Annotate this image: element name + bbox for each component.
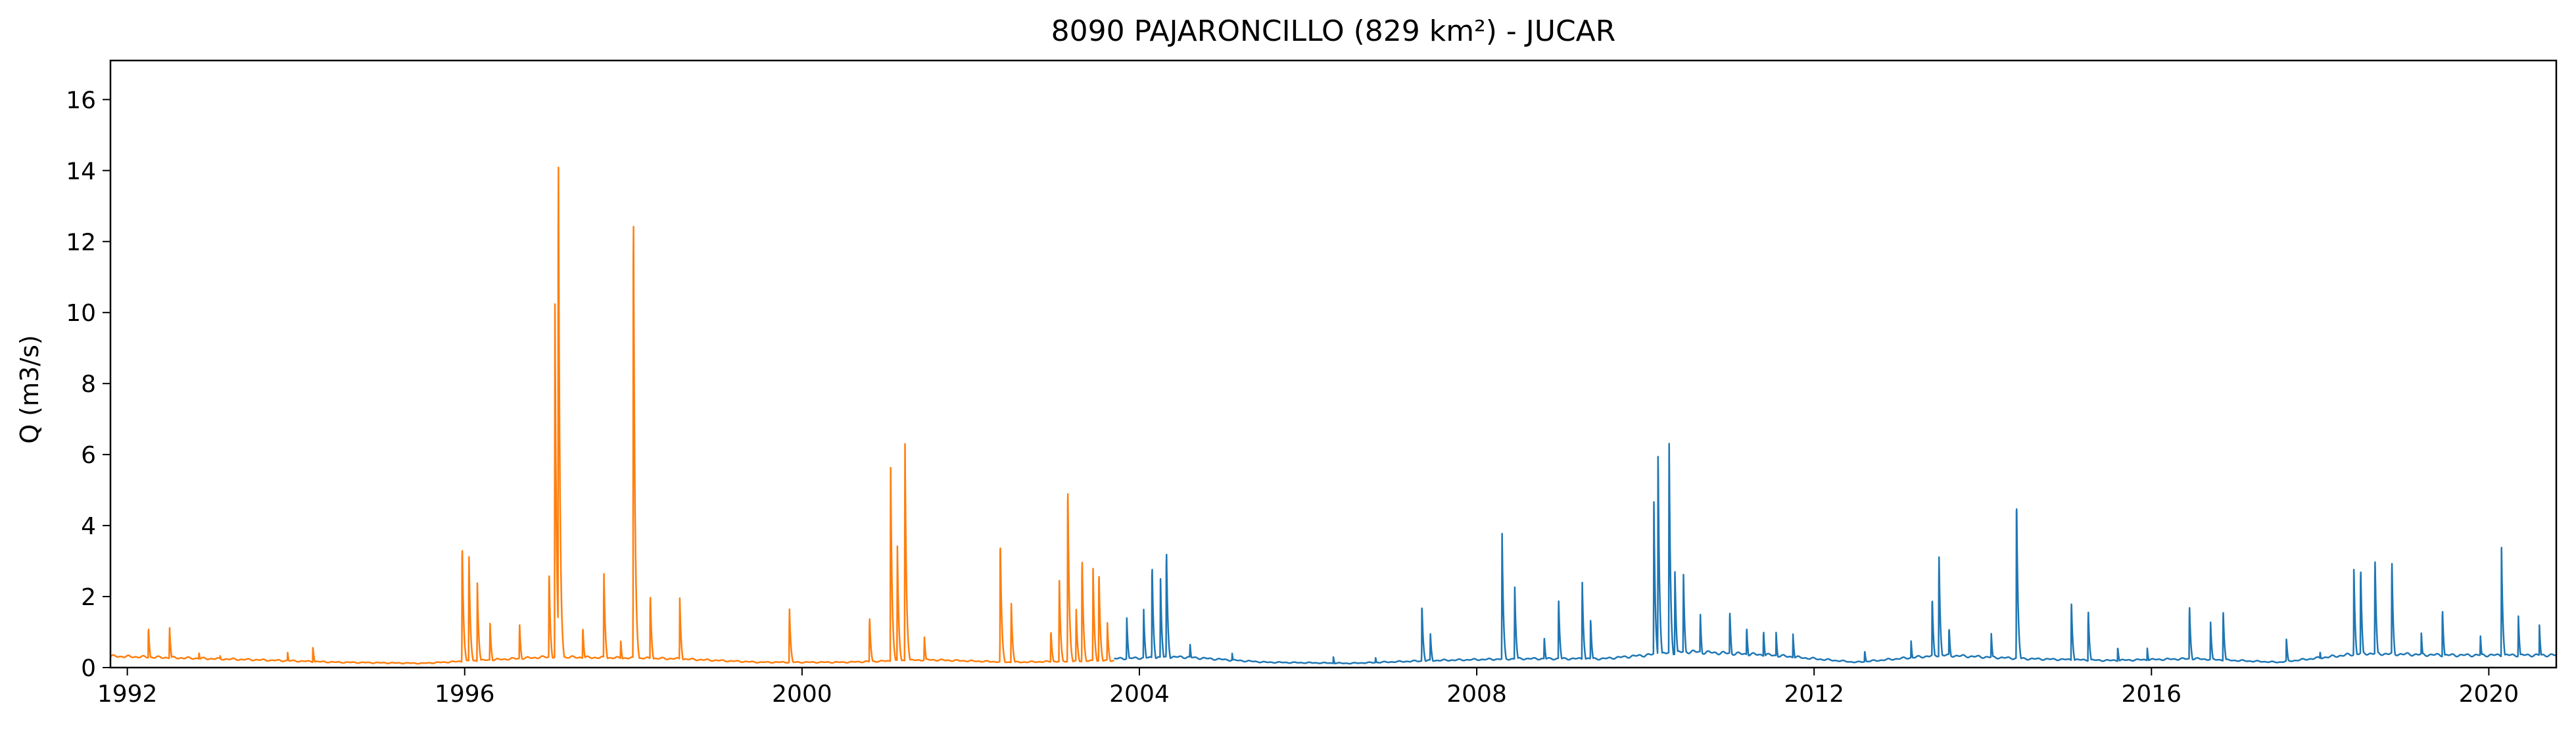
x-tick-label: 2004	[1109, 681, 1170, 708]
x-tick-label: 2020	[2459, 681, 2519, 708]
y-tick-label: 0	[81, 655, 96, 682]
y-tick-label: 8	[81, 371, 96, 398]
x-tick-label: 2012	[1784, 681, 1844, 708]
x-tick-label: 2008	[1446, 681, 1507, 708]
plot-frame	[109, 59, 2558, 669]
series-line-1	[110, 166, 1115, 665]
x-tick-label: 1992	[97, 681, 158, 708]
y-tick-label: 2	[81, 584, 96, 611]
series-layer	[110, 166, 2556, 665]
y-tick-label: 4	[81, 513, 96, 540]
y-axis-label: Q (m3/s)	[15, 335, 44, 443]
x-axis: 1992 1996 2000 2004 2008 2012 2016 2020	[97, 668, 2519, 708]
y-tick-label: 16	[66, 87, 96, 114]
series-line-2	[1113, 443, 2556, 665]
y-tick-label: 6	[81, 442, 96, 469]
chart-title: 8090 PAJARONCILLO (829 km²) - JUCAR	[1051, 14, 1616, 48]
x-tick-label: 1996	[435, 681, 495, 708]
y-tick-label: 14	[66, 158, 96, 185]
y-tick-label: 10	[66, 300, 96, 327]
y-tick-label: 12	[66, 229, 96, 256]
x-tick-label: 2016	[2121, 681, 2182, 708]
x-tick-label: 2000	[772, 681, 832, 708]
y-axis: 0 2 4 6 8 10 12 14 16	[66, 87, 110, 682]
